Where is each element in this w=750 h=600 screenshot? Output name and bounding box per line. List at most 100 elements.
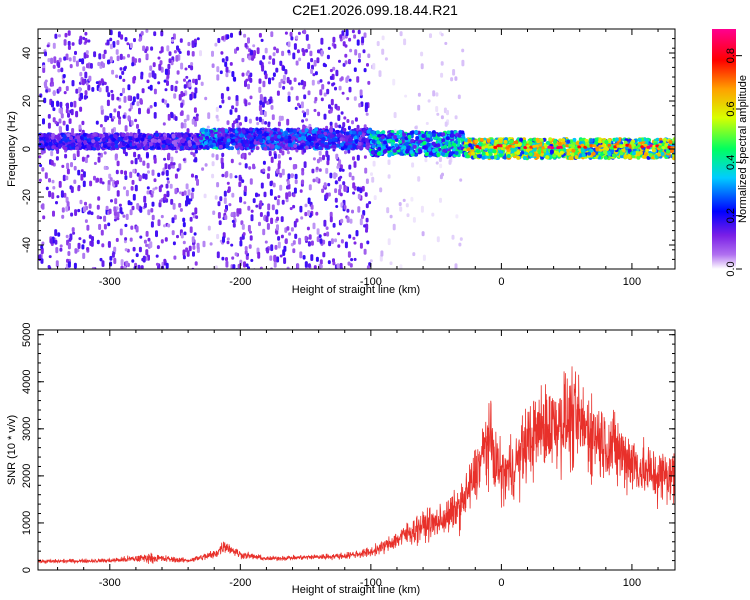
spectrogram-cell bbox=[272, 72, 276, 77]
spectrogram-cell bbox=[286, 150, 290, 155]
spectrogram-cell bbox=[286, 226, 290, 231]
spectrogram-cell bbox=[454, 263, 458, 269]
spectrogram-cell bbox=[252, 198, 256, 204]
spectrogram-cell bbox=[364, 167, 368, 174]
spectrogram-cell bbox=[153, 157, 157, 164]
spectrogram-cell bbox=[341, 30, 345, 36]
spectrogram-cell bbox=[130, 186, 134, 191]
spectrogram-cell bbox=[337, 244, 341, 248]
spectrogram-cell bbox=[221, 129, 225, 134]
spectrogram-cell bbox=[242, 232, 246, 236]
spectrogram-cell bbox=[392, 148, 397, 153]
spectrogram-cell bbox=[42, 66, 46, 73]
spectrogram-cell bbox=[147, 237, 151, 242]
spectrogram-cell bbox=[124, 237, 128, 241]
spectrogram-cell bbox=[172, 162, 176, 166]
spectrogram-cell bbox=[339, 175, 343, 179]
spectrogram-cell bbox=[334, 197, 338, 203]
spectrogram-cell bbox=[366, 63, 369, 67]
spectrogram-cell bbox=[404, 94, 408, 98]
spectrogram-cell bbox=[256, 47, 260, 55]
spectrogram-cell bbox=[295, 35, 299, 40]
spectrogram-cell bbox=[234, 144, 239, 149]
spectrogram-cell bbox=[293, 220, 297, 228]
spectrogram-cell bbox=[548, 137, 553, 142]
spectrogram-cell bbox=[338, 124, 342, 129]
spectrogram-cell bbox=[359, 187, 363, 194]
spectrogram-cell bbox=[286, 76, 290, 84]
spectrogram-cell bbox=[261, 64, 265, 72]
spectrogram-cell bbox=[171, 230, 175, 236]
spectrogram-cell bbox=[429, 33, 432, 39]
spectrogram-cell bbox=[352, 236, 356, 240]
spectrogram-cell bbox=[196, 242, 200, 249]
spectrogram-cell bbox=[231, 122, 235, 129]
spectrogram-cell bbox=[339, 137, 344, 142]
spectrogram-cell bbox=[244, 163, 248, 169]
spectrogram-cell bbox=[366, 142, 371, 147]
spectrogram-cell bbox=[312, 222, 316, 230]
spectrogram-cell bbox=[316, 57, 320, 64]
spectrogram-cell bbox=[219, 70, 223, 75]
spectrogram-cell bbox=[370, 172, 373, 176]
spectrogram-cell bbox=[236, 46, 240, 51]
spectrogram-cell bbox=[345, 29, 349, 37]
spectrogram-cell bbox=[275, 48, 279, 54]
spectrogram-cell bbox=[41, 203, 45, 210]
spectrogram-cell bbox=[305, 140, 310, 145]
spectrogram-cell bbox=[436, 143, 441, 148]
spectrogram-cell bbox=[123, 66, 127, 72]
spectrogram-cell bbox=[65, 175, 69, 181]
spectrogram-cell bbox=[182, 222, 186, 228]
spectrogram-cell bbox=[146, 190, 150, 195]
spectrogram-cell bbox=[361, 36, 365, 44]
spectrogram-cell bbox=[348, 37, 352, 42]
spectrogram-cell bbox=[165, 262, 169, 269]
spectrogram-cell bbox=[350, 258, 354, 262]
spectrogram-cell bbox=[359, 218, 363, 226]
spectrogram-cell bbox=[320, 50, 324, 57]
spectrogram-cell bbox=[106, 99, 110, 107]
spectrogram-cell bbox=[81, 78, 85, 86]
spectrogram-cell bbox=[309, 268, 311, 269]
spectrogram-cell bbox=[307, 62, 311, 70]
spectrogram-cell bbox=[204, 96, 208, 101]
spectrogram-cell bbox=[383, 140, 387, 145]
spectrogram-cell bbox=[164, 99, 168, 105]
spectrogram-cell bbox=[389, 261, 393, 266]
spectrogram-cell bbox=[116, 55, 120, 62]
spectrogram-cell bbox=[364, 104, 368, 110]
spectrogram-cell bbox=[48, 178, 51, 183]
spectrogram-cell bbox=[406, 213, 410, 218]
spectrogram-cell bbox=[63, 192, 67, 198]
spectrogram-cell bbox=[321, 137, 326, 141]
spectrogram-cell bbox=[273, 134, 278, 139]
spectrogram-cell bbox=[286, 266, 290, 269]
spectrogram-cell bbox=[392, 223, 396, 231]
spectrogram-cell bbox=[363, 68, 367, 73]
spectrogram-cell bbox=[269, 189, 273, 196]
spectrogram-cell bbox=[260, 38, 264, 42]
spectrogram-cell bbox=[201, 167, 205, 171]
spectrogram-cell bbox=[371, 150, 376, 155]
spectrogram-cell bbox=[227, 96, 231, 101]
spectrogram-cell bbox=[121, 70, 125, 75]
spectrogram-cell bbox=[174, 173, 178, 179]
spectrogram-cell bbox=[96, 239, 100, 245]
spectrogram-cell bbox=[45, 89, 49, 93]
spectrogram-cell bbox=[343, 205, 347, 210]
spectrogram-cell bbox=[232, 222, 236, 228]
spectrogram-cell bbox=[174, 188, 178, 195]
spectrogram-cell bbox=[314, 127, 319, 132]
spectrogram-cell bbox=[103, 165, 107, 170]
spectrogram-cell bbox=[131, 101, 135, 106]
spectrogram-cell bbox=[244, 99, 248, 107]
spectrogram-cell bbox=[348, 130, 353, 135]
spectrogram-cell bbox=[224, 215, 228, 220]
spectrogram-cell bbox=[141, 88, 145, 94]
spectrogram-cell bbox=[399, 264, 403, 269]
spectrogram-cell bbox=[353, 161, 357, 168]
spectrogram-cell bbox=[167, 113, 171, 121]
spectrogram-cell bbox=[290, 227, 294, 232]
spectrogram-cell bbox=[323, 182, 327, 188]
